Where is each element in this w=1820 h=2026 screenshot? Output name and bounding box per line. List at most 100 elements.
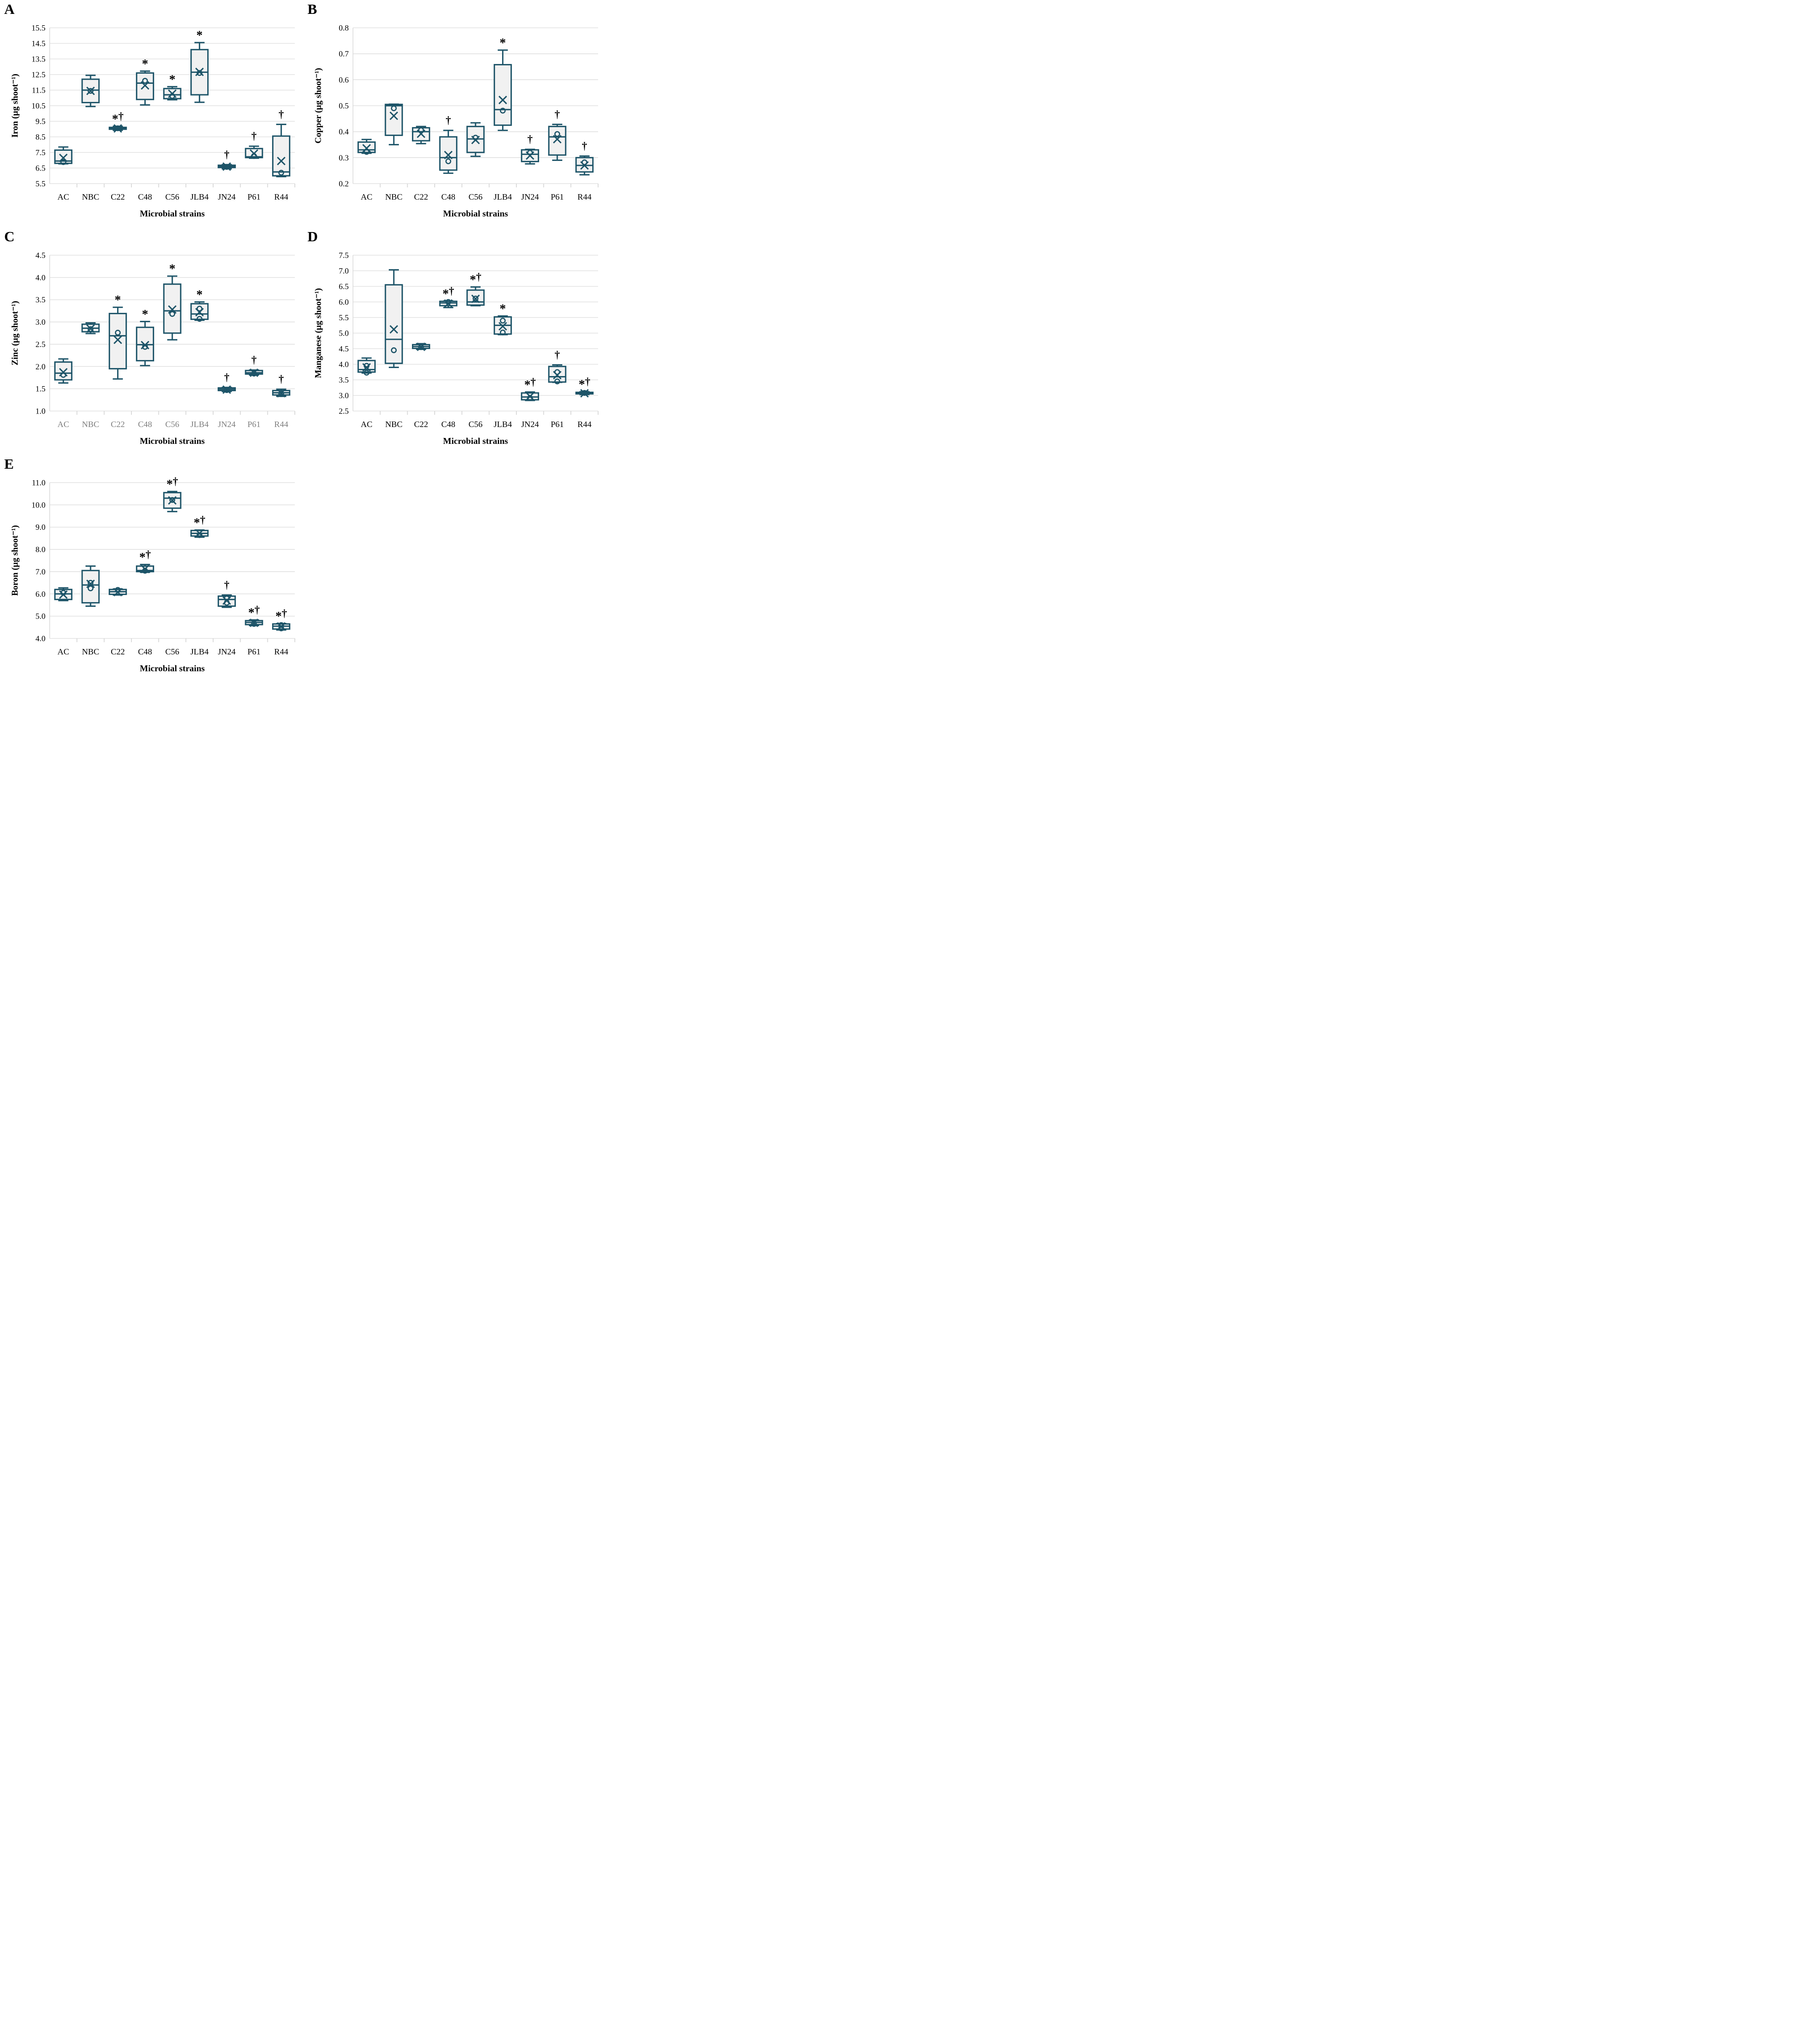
box xyxy=(385,284,403,364)
box-plot-C48 xyxy=(439,129,457,174)
x-tick-label: JLB4 xyxy=(494,420,512,429)
box-plot-NBC xyxy=(81,75,100,107)
significance-annotation: † xyxy=(278,109,284,120)
x-tick-label: C48 xyxy=(138,647,152,657)
x-tick-label: P61 xyxy=(551,420,564,429)
significance-annotation: *† xyxy=(579,376,591,391)
outlier-marker xyxy=(278,170,284,176)
box-plot-P61 xyxy=(245,618,263,627)
y-tick-label: 5.0 xyxy=(35,612,45,621)
mean-x-marker xyxy=(277,389,286,398)
panel-label-e: E xyxy=(4,456,14,472)
box-plot-C22 xyxy=(109,124,127,133)
outlier-marker xyxy=(142,77,148,84)
y-tick-label: 4.0 xyxy=(35,635,45,643)
box-plot-P61 xyxy=(548,364,567,384)
chart-copper: 0.2 0.3 0.4 0.5 0.6 0.7 0.8 AC NBC C22 C48 † C56 JLB4… xyxy=(303,0,607,227)
y-tick-label: 0.3 xyxy=(339,154,349,163)
mean-x-marker xyxy=(580,161,589,170)
x-tick-label: JLB4 xyxy=(190,647,208,657)
significance-annotation: *† xyxy=(166,476,178,491)
mean-x-marker xyxy=(222,596,231,605)
significance-annotation: * xyxy=(142,57,148,71)
x-tick-label: JN24 xyxy=(218,192,235,202)
y-tick-label: 6.5 xyxy=(35,164,45,173)
x-tick-label: C22 xyxy=(111,192,125,202)
mean-x-marker xyxy=(362,363,371,372)
y-tick-label: 4.0 xyxy=(35,273,45,282)
mean-x-marker xyxy=(553,135,562,144)
significance-annotation: *† xyxy=(524,376,536,392)
panel-copper: B 0.2 0.3 0.4 0.5 0.6 0.7 0.8 AC NBC C22 C48 † C56 JL… xyxy=(303,0,607,227)
y-tick-label: 3.0 xyxy=(35,318,45,327)
chart-manganese: 2.5 3.0 3.5 4.0 4.5 5.0 5.5 6.0 6.5 7.0 7.5 AC NBC C2… xyxy=(303,227,607,455)
box-plot-C56 xyxy=(466,286,485,307)
box-plot-C56 xyxy=(163,275,182,341)
mean-x-marker xyxy=(417,342,425,351)
outlier-marker xyxy=(500,318,506,324)
panel-boron: E 4.0 5.0 6.0 7.0 8.0 9.0 10.0 11.0 AC NBC C22 C48 *… xyxy=(0,455,303,677)
y-tick-label: 10.5 xyxy=(32,102,45,111)
significance-annotation: † xyxy=(446,115,451,126)
x-tick-label: JN24 xyxy=(521,420,539,429)
panel-label-d: D xyxy=(307,229,318,245)
x-tick-label: JLB4 xyxy=(190,192,208,202)
mean-x-marker xyxy=(389,111,398,120)
outlier-marker xyxy=(224,387,230,393)
mean-x-marker xyxy=(168,496,177,505)
significance-annotation: † xyxy=(582,141,587,152)
y-tick-label: 0.6 xyxy=(339,76,349,85)
y-tick-label: 0.7 xyxy=(339,50,349,59)
box-plot-C22 xyxy=(109,307,127,380)
box-plot-C22 xyxy=(109,587,127,597)
box xyxy=(357,141,376,153)
mean-x-marker xyxy=(113,124,122,133)
y-tick-label: 2.5 xyxy=(339,407,349,416)
y-tick-label: 9.0 xyxy=(35,523,45,532)
mean-x-marker xyxy=(444,151,453,160)
y-tick-label: 7.0 xyxy=(35,568,45,577)
y-tick-label: 15.5 xyxy=(32,24,45,33)
box-plot-C56 xyxy=(163,86,182,101)
x-axis-title: Microbial strains xyxy=(140,436,205,446)
box-plot-JN24 xyxy=(217,162,236,171)
x-tick-label: R44 xyxy=(274,420,288,429)
x-tick-label: C48 xyxy=(138,420,152,429)
mean-x-marker xyxy=(141,341,150,350)
y-tick-label: 3.0 xyxy=(339,392,349,400)
outlier-marker xyxy=(224,164,230,170)
outlier-marker xyxy=(251,371,257,377)
x-axis-title: Microbial strains xyxy=(443,208,508,219)
box-plot-R44 xyxy=(272,388,291,398)
mean-x-marker xyxy=(249,149,259,158)
mean-x-marker xyxy=(59,153,68,163)
mean-x-marker xyxy=(471,294,480,303)
x-tick-label: C56 xyxy=(468,192,482,202)
chart-svg-E: 4.0 5.0 6.0 7.0 8.0 9.0 10.0 11.0 AC NBC C22 C48 *† C… xyxy=(10,476,295,673)
significance-annotation: * xyxy=(142,307,148,321)
box-plot-C56 xyxy=(466,122,485,157)
box-plot-R44 xyxy=(575,389,594,398)
mean-x-marker xyxy=(249,368,259,377)
box-plot-C48 xyxy=(136,70,154,106)
x-tick-label: R44 xyxy=(274,192,288,202)
significance-annotation: * xyxy=(500,36,506,50)
outlier-marker xyxy=(115,125,121,131)
significance-annotation: * xyxy=(115,293,121,307)
y-tick-label: 5.5 xyxy=(35,180,45,189)
mean-x-marker xyxy=(222,162,231,171)
mean-x-marker xyxy=(580,389,589,398)
mean-x-marker xyxy=(168,89,177,98)
y-tick-label: 10.0 xyxy=(32,501,45,510)
significance-annotation: *† xyxy=(248,604,260,619)
box-plot-AC xyxy=(357,357,376,376)
x-axis-title: Microbial strains xyxy=(140,663,205,673)
box xyxy=(272,135,291,177)
x-axis-title: Microbial strains xyxy=(140,208,205,219)
x-tick-label: AC xyxy=(361,192,372,202)
significance-annotation: * xyxy=(169,262,176,276)
mean-x-marker xyxy=(59,368,68,377)
outlier-marker xyxy=(363,149,370,155)
y-tick-label: 2.5 xyxy=(35,340,45,349)
y-tick-label: 12.5 xyxy=(32,71,45,80)
